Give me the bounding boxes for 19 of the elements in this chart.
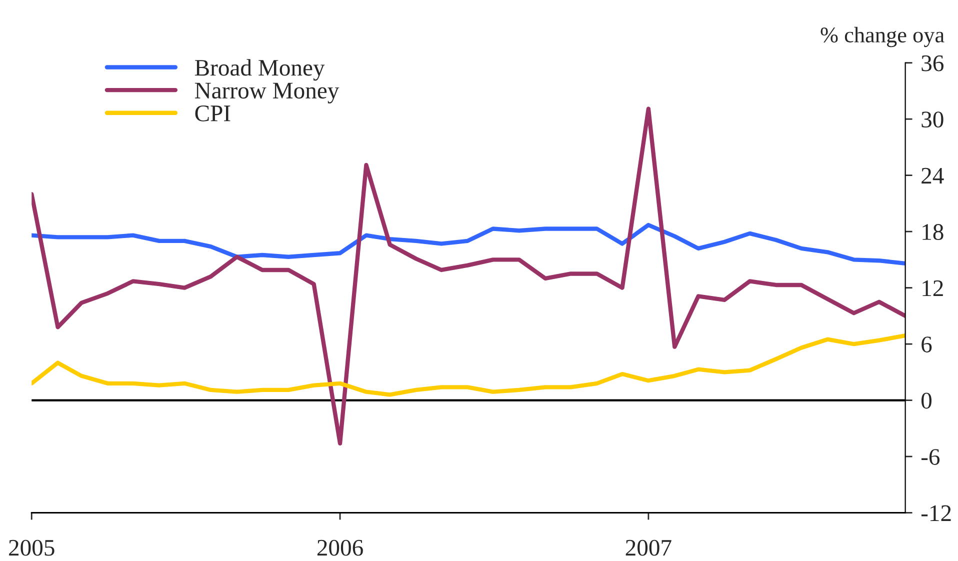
y-tick-label: 36 (922, 55, 944, 72)
y-tick-label: -6 (921, 449, 940, 465)
y-tick-label: 30 (922, 112, 944, 128)
y-tick-label: -12 (921, 505, 951, 521)
y-tick-label: 12 (922, 280, 943, 296)
line-series (32, 106, 906, 446)
line-series (32, 222, 906, 266)
y-tick-label: 6 (922, 336, 932, 352)
y-tick-label: 24 (922, 168, 944, 184)
y-axis-title: % change oya (820, 26, 944, 48)
legend-label: CPI (195, 106, 230, 122)
y-tick-label: 0 (921, 392, 932, 409)
x-tick-label: 2007 (626, 540, 672, 556)
line-series (32, 334, 906, 397)
legend-label: Narrow Money (194, 82, 340, 104)
legend-label: Broad Money (194, 59, 325, 81)
x-tick-label: 2005 (9, 540, 54, 556)
x-tick-label: 2006 (317, 540, 363, 556)
y-tick-label: 18 (922, 224, 944, 240)
